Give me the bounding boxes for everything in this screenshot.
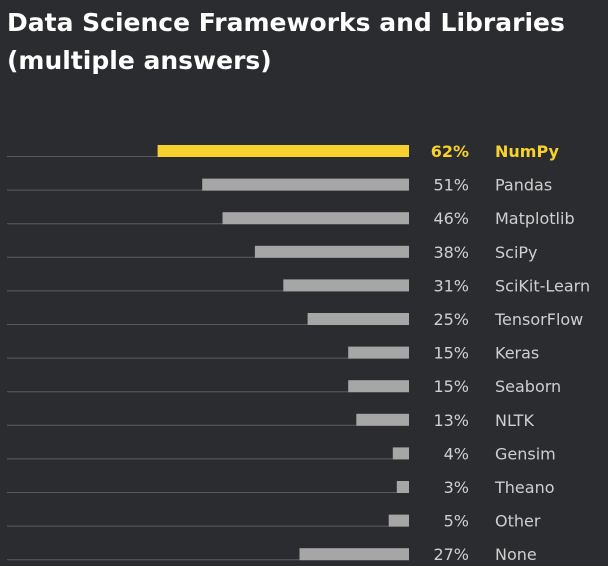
bar-row: 15% Seaborn <box>7 377 561 396</box>
bar-value-label: 62% <box>431 142 469 161</box>
bar-row: 4% Gensim <box>7 444 556 463</box>
bar-value-label: 15% <box>433 344 469 363</box>
bar-category-label: TensorFlow <box>494 310 583 329</box>
bar <box>348 380 409 393</box>
bar-value-label: 5% <box>444 512 469 531</box>
bar-row: 38% SciPy <box>7 243 538 262</box>
bar-category-label: Seaborn <box>495 377 561 396</box>
bar-value-label: 31% <box>433 276 469 295</box>
bar-row: 5% Other <box>7 512 541 531</box>
bar-value-label: 27% <box>433 545 469 564</box>
bar-category-label: NumPy <box>495 142 559 161</box>
chart-title-line2: (multiple answers) <box>7 46 272 75</box>
bar-category-label: SciPy <box>495 243 538 262</box>
bar-category-label: Other <box>495 512 541 531</box>
bar <box>222 212 409 225</box>
bar <box>348 346 409 359</box>
bar <box>283 279 409 292</box>
bar <box>254 245 409 258</box>
bar <box>356 413 409 426</box>
bar <box>299 548 409 561</box>
bar-value-label: 38% <box>433 243 469 262</box>
bar-row: 27% None <box>7 545 537 564</box>
bar-row: 3% Theano <box>7 478 555 497</box>
bar <box>157 145 409 157</box>
chart-title-line1: Data Science Frameworks and Libraries <box>7 8 565 37</box>
bar-category-label: Theano <box>494 478 555 497</box>
bar-row: 13% NLTK <box>7 411 534 430</box>
bar <box>396 481 409 493</box>
bar <box>307 313 409 325</box>
bar-value-label: 46% <box>433 209 469 228</box>
bar <box>202 178 409 191</box>
bar-category-label: NLTK <box>495 411 534 430</box>
chart-title: Data Science Frameworks and Libraries (m… <box>7 4 597 80</box>
bar-value-label: 15% <box>433 377 469 396</box>
bar <box>388 514 409 527</box>
bar-row: 51% Pandas <box>7 176 552 195</box>
bar-category-label: Matplotlib <box>495 209 575 228</box>
bar-category-label: Gensim <box>495 444 556 463</box>
bar-row: 62% NumPy <box>7 142 559 161</box>
bar-category-label: SciKit-Learn <box>495 276 590 295</box>
bar-row: 15% Keras <box>7 344 539 363</box>
bar-value-label: 25% <box>433 310 469 329</box>
bar-category-label: None <box>495 545 537 564</box>
bar-row: 25% TensorFlow <box>7 310 583 329</box>
bar <box>392 447 409 460</box>
bar-value-label: 3% <box>444 478 469 497</box>
bar-category-label: Pandas <box>495 176 552 195</box>
bar-value-label: 51% <box>433 176 469 195</box>
bar-value-label: 13% <box>433 411 469 430</box>
bar-row: 46% Matplotlib <box>7 209 575 228</box>
bar-row: 31% SciKit-Learn <box>7 276 590 295</box>
bar-category-label: Keras <box>495 344 539 363</box>
bar-value-label: 4% <box>444 444 469 463</box>
